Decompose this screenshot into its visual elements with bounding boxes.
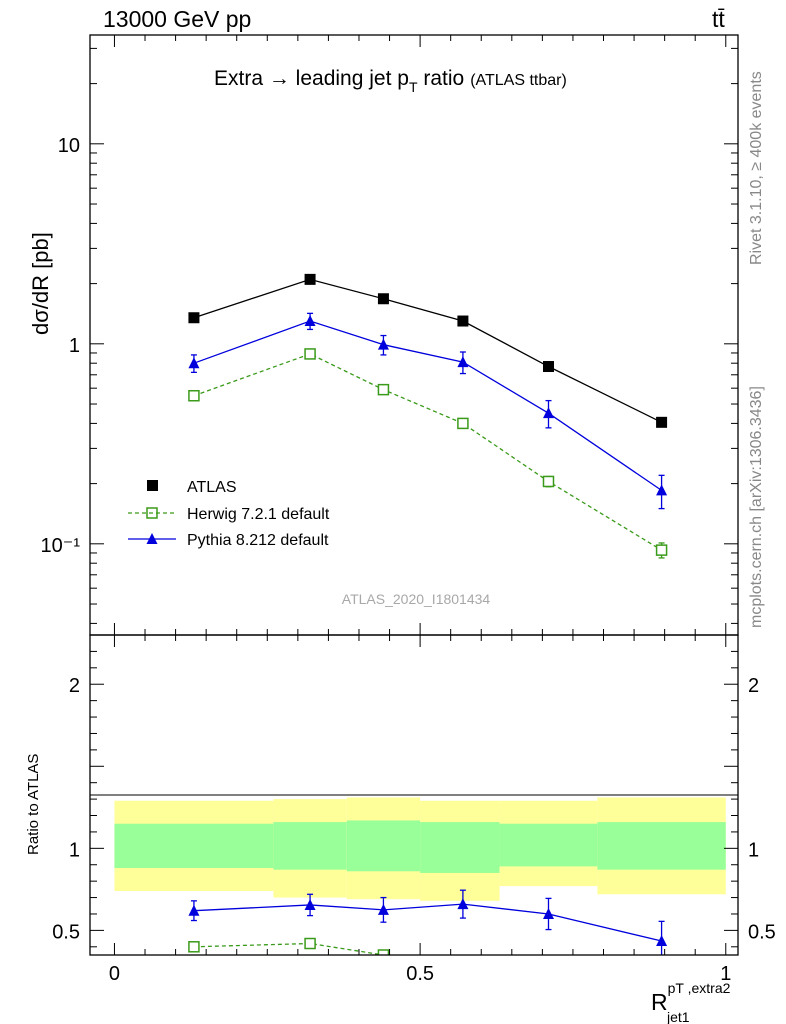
ratio-band-green <box>499 823 598 867</box>
legend-atlas-label: ATLAS <box>187 479 237 496</box>
atlas-main-point <box>304 273 316 285</box>
analysis-watermark: ATLAS_2020_I1801434 <box>342 591 491 607</box>
herwig-main-point <box>304 348 316 360</box>
atlas-main-point <box>656 416 668 428</box>
herwig-main-line <box>193 353 662 551</box>
chart-title: Extra → leading jet pT ratio (ATLAS ttbar… <box>214 67 567 95</box>
pythia-ratio-line <box>193 903 662 942</box>
herwig-main-point <box>457 417 469 430</box>
pythia-ratio-point <box>542 907 554 919</box>
y-tick-label: 10 <box>58 135 80 157</box>
herwig-ratio-point <box>377 949 390 955</box>
pythia-main-point <box>377 338 389 350</box>
x-tick-label: 1 <box>720 963 731 985</box>
y-axis-label: dσ/dR [pb] <box>28 232 53 335</box>
process-label: tt̄ <box>712 6 725 32</box>
pythia-main-point <box>542 407 554 419</box>
ratio-panel-frame <box>89 634 739 956</box>
herwig-ratio-point <box>458 957 468 967</box>
y-axis-label-text: dσ/dR [pb] <box>28 232 53 335</box>
collision-label: 13000 GeV pp <box>103 6 251 32</box>
legend-pythia-label: Pythia 8.212 default <box>187 532 329 549</box>
herwig-main-point <box>542 475 555 488</box>
y-tick-label: 1 <box>69 335 80 357</box>
atlas-main-point <box>188 312 200 324</box>
legend: ATLAS Herwig 7.2.1 default Pythia 8.212 … <box>128 479 330 549</box>
herwig-ratio-point <box>188 941 200 953</box>
y-tick-label: 10⁻¹ <box>41 535 81 557</box>
pythia-ratio-point <box>656 935 668 947</box>
pythia-main-point <box>457 356 469 368</box>
pythia-main-line <box>193 320 662 491</box>
ratio-y-tick-label: 2 <box>69 675 80 697</box>
ratio-y-tick-label-right: 0.5 <box>748 921 776 943</box>
mcplots-label: mcplots.cern.ch [arXiv:1306.3436] <box>748 386 765 628</box>
ratio-uncertainty-bands <box>114 797 726 901</box>
ratio-y-tick-label-right: 1 <box>748 839 759 861</box>
herwig-main-point <box>655 544 668 556</box>
axis-ticks: 0 0.5 1 10 1 10⁻¹ 2 2 1 1 0.5 0.5 <box>41 35 776 985</box>
herwig-ratio-point <box>543 963 553 973</box>
x-tick-label: 0 <box>109 963 120 985</box>
ratio-y-tick-label: 1 <box>69 839 80 861</box>
pythia-main-point <box>304 315 316 327</box>
herwig-main-point <box>377 383 390 396</box>
pythia-main-point <box>656 484 668 496</box>
herwig-ratio-point <box>657 970 667 980</box>
ratio-band-green <box>420 822 500 873</box>
ratio-band-green <box>597 822 726 870</box>
pythia-main-point <box>188 357 200 369</box>
ratio-axis-label: Ratio to ATLAS <box>25 754 42 855</box>
legend-atlas-marker <box>147 480 158 491</box>
ratio-y-tick-label-right: 2 <box>748 675 759 697</box>
ratio-series-group <box>188 889 668 980</box>
x-tick-label: 0.5 <box>406 963 434 985</box>
pythia-ratio-point <box>304 898 316 910</box>
atlas-main-point <box>542 361 554 373</box>
rivet-version-label: Rivet 3.1.10, ≥ 400k events <box>748 71 765 265</box>
main-series-group <box>188 273 668 559</box>
ratio-band-green <box>273 822 347 870</box>
atlas-main-point <box>457 315 469 327</box>
ratio-band-green <box>114 823 274 869</box>
ratio-y-tick-label: 0.5 <box>52 921 80 943</box>
pythia-ratio-point <box>457 898 469 910</box>
legend-herwig-marker <box>146 507 158 519</box>
pythia-ratio-point <box>377 903 389 915</box>
legend-herwig-label: Herwig 7.2.1 default <box>187 506 330 523</box>
atlas-main-point <box>377 293 389 305</box>
herwig-ratio-point <box>304 937 316 950</box>
ratio-band-green <box>346 820 421 872</box>
legend-pythia-marker <box>146 533 158 544</box>
atlas-main-line <box>193 278 662 423</box>
pythia-ratio-point <box>188 904 200 916</box>
x-axis-label: RpT ,extra2 jet1 <box>651 980 731 1024</box>
herwig-main-point <box>188 389 200 402</box>
